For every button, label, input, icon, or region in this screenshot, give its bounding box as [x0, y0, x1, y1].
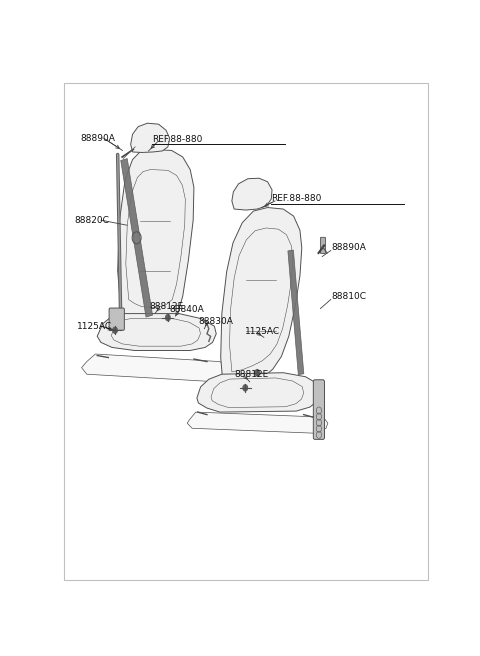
Polygon shape: [232, 178, 272, 210]
Text: 88810C: 88810C: [332, 293, 367, 301]
Text: REF.88-880: REF.88-880: [271, 194, 322, 203]
Text: 1125AC: 1125AC: [77, 321, 112, 331]
Circle shape: [113, 327, 117, 333]
FancyBboxPatch shape: [321, 237, 325, 253]
Polygon shape: [288, 250, 304, 375]
Circle shape: [255, 370, 259, 376]
Text: 88890A: 88890A: [332, 243, 366, 253]
Polygon shape: [221, 207, 302, 392]
Text: 88840A: 88840A: [170, 305, 204, 314]
Text: 88830A: 88830A: [198, 317, 233, 325]
Text: 88820C: 88820C: [74, 216, 109, 224]
Circle shape: [243, 385, 248, 391]
Polygon shape: [82, 354, 229, 382]
Polygon shape: [97, 314, 216, 350]
Polygon shape: [197, 373, 321, 412]
Polygon shape: [187, 412, 328, 434]
FancyBboxPatch shape: [109, 308, 124, 330]
Text: 88890A: 88890A: [81, 134, 115, 143]
FancyBboxPatch shape: [313, 380, 324, 440]
Polygon shape: [120, 159, 153, 317]
Text: 88812E: 88812E: [234, 370, 268, 379]
Text: 1125AC: 1125AC: [245, 327, 280, 336]
Text: REF.88-880: REF.88-880: [152, 135, 203, 144]
Text: 88812E: 88812E: [149, 302, 183, 310]
Polygon shape: [118, 150, 194, 326]
Polygon shape: [131, 123, 170, 152]
Circle shape: [166, 315, 170, 321]
